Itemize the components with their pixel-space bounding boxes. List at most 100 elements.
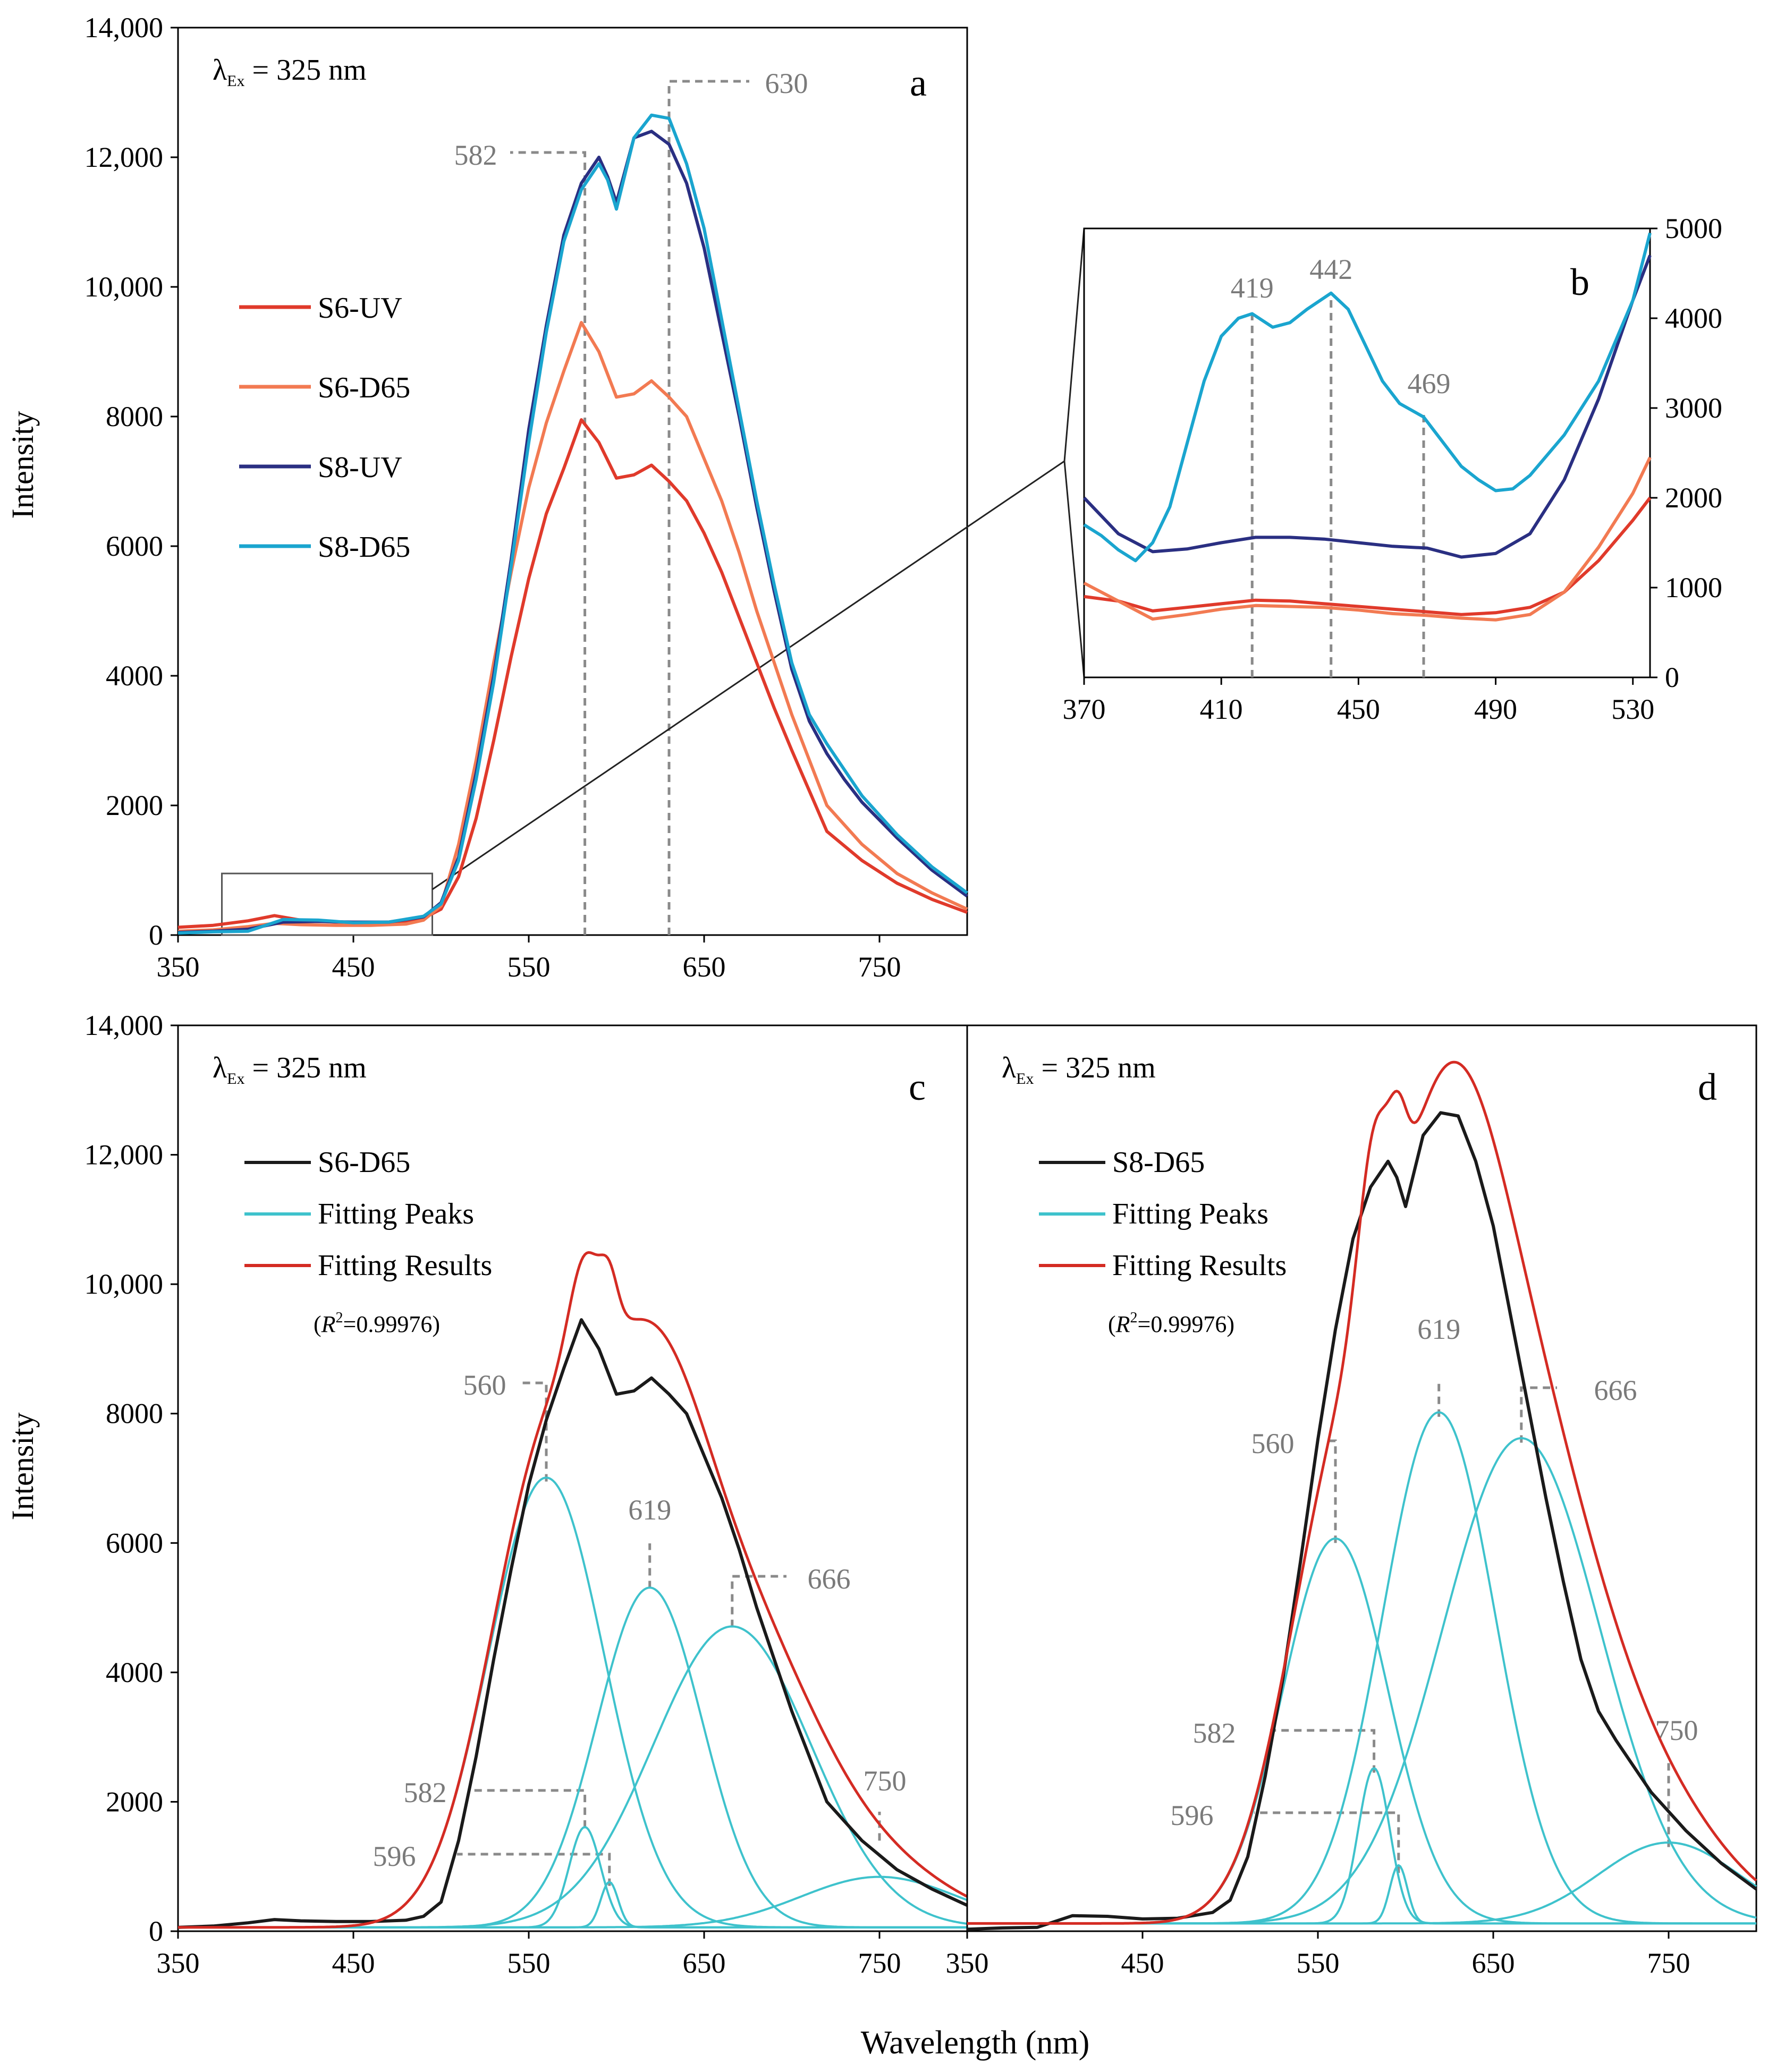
y-tick-label: 14,000	[84, 12, 164, 44]
x-tick-label: 350	[157, 951, 200, 983]
legend-label-0: S6-D65	[318, 1146, 410, 1179]
lambda-glyph: λ	[213, 1051, 227, 1084]
zoom-box	[221, 872, 433, 936]
peak-label: 596	[373, 1840, 416, 1872]
excitation-label: λEx = 325 nm	[213, 54, 367, 90]
legend-label-1: Fitting Peaks	[1112, 1198, 1268, 1230]
plot-frame	[1083, 227, 1651, 678]
guide-line	[510, 151, 587, 935]
zoom-connector	[1063, 228, 1085, 462]
legend-label-0: S8-D65	[1112, 1146, 1205, 1179]
series-S8-D65	[1083, 232, 1652, 563]
x-tick-label: 550	[1297, 1947, 1340, 1979]
peak-label: 750	[1655, 1714, 1698, 1746]
y-tick-label: 2000	[1665, 482, 1722, 514]
series-S8-UV	[177, 130, 968, 935]
guide-line	[667, 80, 749, 935]
y-tick-label: 2000	[106, 789, 163, 821]
peak-label: 596	[1171, 1799, 1214, 1831]
y-tick-label: 6000	[106, 530, 163, 562]
x-tick-label: 750	[858, 1947, 901, 1979]
peak-label: 560	[1251, 1428, 1295, 1459]
peak-label: 619	[628, 1494, 671, 1526]
guide-line	[1254, 1811, 1400, 1873]
fitting-result	[967, 1060, 1757, 1925]
series-S6-UV	[177, 418, 968, 929]
subscript-ex: Ex	[227, 1070, 244, 1088]
y-tick-label: 14,000	[84, 1009, 164, 1041]
fitting-peak-750	[967, 1841, 1757, 1925]
x-tick-label: 750	[858, 951, 901, 983]
data-series-S6-D65	[177, 1318, 968, 1929]
x-tick-label: 650	[683, 1947, 726, 1979]
x-tick-label: 450	[332, 951, 375, 983]
r2-value: =0.99976)	[1138, 1311, 1234, 1337]
r2-sup: 2	[1130, 1310, 1138, 1326]
x-tick-label: 350	[157, 1947, 200, 1979]
x-tick-label: 550	[507, 1947, 551, 1979]
plot-frame	[177, 27, 968, 936]
y-tick-label: 4000	[106, 1657, 163, 1688]
x-tick-label: 530	[1611, 693, 1654, 725]
peak-label: 666	[808, 1563, 851, 1595]
zoom-connector	[1063, 461, 1085, 678]
panel-label-c: c	[909, 1066, 926, 1108]
legend-label-S6-D65: S6-D65	[318, 371, 410, 404]
y-tick-label: 10,000	[84, 271, 164, 303]
r2-sup: 2	[336, 1310, 343, 1326]
panel-c: 350 450 550 650 750 0 2000 4000 6000 8000 10,000 12…	[84, 1009, 968, 1979]
zoom-connector	[432, 460, 1065, 890]
y-tick-label: 4000	[106, 660, 163, 692]
y-tick-label: 0	[1665, 661, 1679, 693]
panel-label-b: b	[1570, 261, 1589, 303]
x-tick-label: 350	[946, 1947, 989, 1979]
y-tick-label: 10,000	[84, 1268, 164, 1300]
x-tick-label: 650	[683, 951, 726, 983]
guide-line	[1520, 1386, 1557, 1443]
panel-b: 370 410 450 490 530 0 1000 2000 3000 4000 5000 b 419…	[1063, 213, 1723, 725]
legend-label-2: Fitting Results	[1112, 1249, 1287, 1282]
fitting-peak-582	[178, 1825, 967, 1929]
peak-label: 419	[1231, 272, 1274, 304]
peak-label: 469	[1408, 368, 1451, 400]
subscript-ex: Ex	[227, 72, 244, 90]
peak-label: 582	[404, 1777, 447, 1808]
r2-open: (	[1108, 1311, 1116, 1337]
series-S8-D65	[177, 113, 968, 935]
peak-label: 750	[864, 1765, 907, 1797]
y-tick-label: 5000	[1665, 213, 1722, 244]
y-tick-label: 12,000	[84, 1139, 164, 1171]
r-squared-label: (R2=0.99976)	[1108, 1310, 1234, 1337]
peak-label: 582	[454, 139, 497, 171]
series-S6-UV	[1084, 497, 1652, 616]
r2-open: (	[314, 1311, 322, 1337]
x-tick-label: 490	[1474, 693, 1517, 725]
x-tick-label: 450	[1121, 1947, 1164, 1979]
y-tick-label: 3000	[1665, 392, 1722, 424]
peak-label: 630	[765, 67, 808, 99]
y-tick-label: 0	[149, 1915, 163, 1947]
legend-label-S8-UV: S8-UV	[318, 451, 402, 484]
guide-line	[468, 1789, 587, 1828]
guide-line	[1270, 1729, 1376, 1773]
y-tick-label: 6000	[106, 1527, 163, 1559]
series-S6-D65	[177, 321, 968, 933]
y-tick-label: 8000	[106, 401, 163, 432]
fitting-peak-560	[178, 1476, 967, 1929]
legend-label-1: Fitting Peaks	[318, 1198, 474, 1230]
x-tick-label: 450	[1337, 693, 1380, 725]
guide-line	[521, 1381, 548, 1482]
y-tick-label: 8000	[106, 1398, 163, 1430]
peak-label: 560	[463, 1369, 506, 1401]
panel-d: 350 450 550 650 750 λEx = 325 nm d 560 582 596 619…	[946, 1024, 1757, 1979]
guide-line	[457, 1853, 611, 1886]
shared-labels: Intensity Intensity Wavelength (nm)	[5, 411, 1089, 2061]
r2-r: R	[1115, 1311, 1130, 1337]
fitting-peak-582	[967, 1767, 1756, 1925]
x-axis-label: Wavelength (nm)	[861, 2025, 1090, 2061]
excitation-label: λEx = 325 nm	[1002, 1051, 1156, 1088]
legend-label-S6-UV: S6-UV	[318, 292, 402, 325]
excitation-value: = 325 nm	[244, 54, 366, 87]
panel-a: 350 450 550 650 750 0 2000 4000 6000 8000 10,000 12…	[84, 12, 1085, 983]
